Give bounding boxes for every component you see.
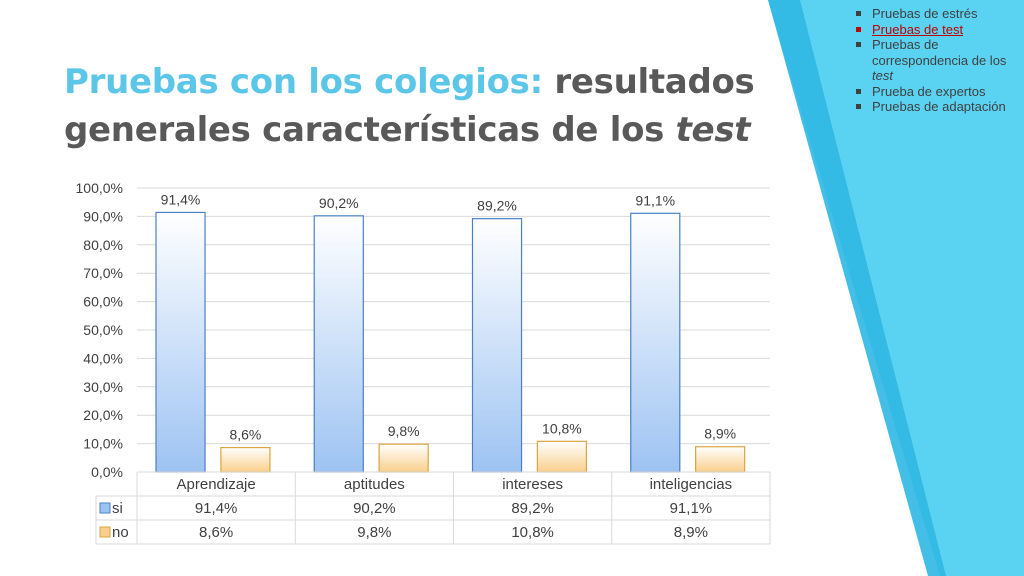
y-tick-label: 30,0% (83, 379, 123, 395)
data-label-si: 91,4% (161, 191, 201, 207)
sidebar-item-em: test (872, 68, 893, 83)
bar-no (378, 443, 429, 473)
bullet-marker (856, 26, 861, 32)
table-cell-no: 9,8% (357, 524, 391, 541)
y-tick-label: 60,0% (83, 294, 123, 310)
sidebar-item-label: Pruebas de adaptación (872, 99, 1006, 114)
sidebar-item-correspondencia: Pruebas de correspondencia de los test (854, 37, 1019, 84)
bullet-marker (856, 88, 861, 94)
data-label-no: 8,9% (704, 426, 736, 442)
data-label-no: 10,8% (542, 420, 582, 436)
bullet-marker (856, 42, 861, 47)
y-tick-label: 20,0% (83, 407, 123, 423)
legend-label-no: no (112, 524, 129, 541)
y-tick-label: 40,0% (83, 350, 123, 366)
slide-title: Pruebas con los colegios: resultados gen… (64, 58, 764, 154)
sidebar-item-expertos: Prueba de expertos (854, 84, 1019, 100)
sidebar-item-label: Prueba de expertos (872, 83, 986, 99)
table-cell-no: 8,9% (674, 524, 708, 541)
table-cell-no: 8,6% (199, 524, 233, 541)
legend-label-si: si (112, 500, 123, 517)
y-tick-label: 90,0% (83, 208, 123, 224)
category-label: aptitudes (344, 476, 405, 493)
category-label: intereses (502, 476, 563, 493)
table-cell-no: 10,8% (511, 524, 554, 541)
sidebar-list: Pruebas de estrés Pruebas de test Prueba… (854, 6, 1019, 115)
title-accent: Pruebas con los colegios: (64, 62, 543, 102)
table-cell-si: 89,2% (511, 500, 554, 517)
data-label-si: 91,1% (635, 192, 675, 208)
bar-no (536, 440, 588, 473)
table-cell-si: 90,2% (353, 500, 396, 517)
data-label-no: 8,6% (229, 427, 261, 443)
sidebar-item-estres: Pruebas de estrés (854, 6, 1019, 22)
bullet-marker (856, 11, 861, 16)
y-tick-label: 80,0% (83, 237, 123, 253)
sidebar-link-test[interactable]: Pruebas de test (872, 21, 964, 37)
y-tick-label: 10,0% (83, 436, 123, 452)
sidebar-item-adaptacion: Pruebas de adaptación (854, 99, 1019, 115)
bar-no (220, 446, 271, 473)
table-cell-si: 91,4% (195, 500, 238, 517)
bar-si (471, 218, 523, 473)
data-label-si: 90,2% (319, 195, 359, 211)
data-label-si: 89,2% (477, 198, 517, 214)
bullet-marker (856, 104, 861, 109)
y-tick-label: 70,0% (83, 265, 123, 281)
title-italic: test (675, 110, 751, 150)
bar-no (695, 446, 746, 473)
deco-dark-shape (768, 0, 946, 576)
sidebar-item-test[interactable]: Pruebas de test (854, 22, 1019, 38)
sidebar-item-label: Pruebas de correspondencia de los (872, 37, 1007, 68)
category-label: Aprendizaje (177, 476, 256, 493)
bar-si (155, 211, 206, 473)
sidebar-item-label: Pruebas de estrés (872, 6, 978, 21)
legend-swatch-si (99, 502, 111, 514)
title-main: resultados generales características de … (64, 62, 755, 150)
bar-si (630, 212, 681, 473)
legend-swatch-no (99, 526, 111, 538)
y-tick-label: 100,0% (76, 180, 123, 196)
data-label-no: 9,8% (388, 423, 420, 439)
bar-si (313, 215, 364, 473)
y-tick-label: 0,0% (91, 464, 123, 480)
table-cell-si: 91,1% (670, 500, 713, 517)
y-tick-label: 50,0% (83, 322, 123, 338)
category-label: inteligencias (650, 476, 733, 493)
